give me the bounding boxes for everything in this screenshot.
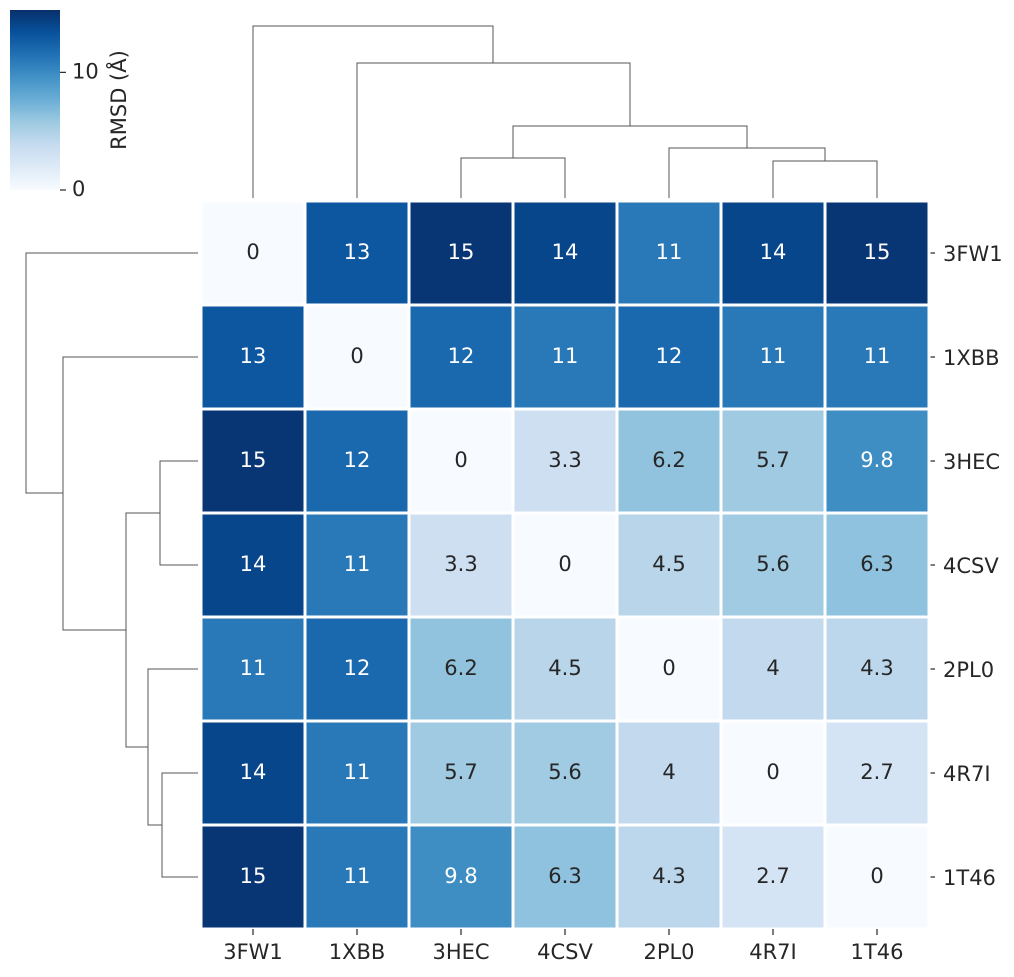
cell-label: 14 — [552, 240, 579, 264]
cell-label: 0 — [350, 344, 363, 368]
cell-label: 15 — [240, 448, 267, 472]
column-label: 4R7I — [749, 940, 797, 964]
cell-label: 4.3 — [652, 864, 685, 888]
cell-label: 11 — [344, 552, 371, 576]
cell-label: 4.5 — [652, 552, 685, 576]
colorbar — [10, 10, 60, 190]
heatmap-cell — [303, 511, 411, 619]
column-label: 3HEC — [432, 940, 489, 964]
heatmap-cell — [303, 615, 411, 723]
cell-label: 0 — [246, 240, 259, 264]
cell-label: 3.3 — [548, 448, 581, 472]
heatmap-cell — [511, 615, 619, 723]
heatmap-cell — [615, 719, 723, 827]
cell-label: 14 — [240, 552, 267, 576]
row-label: 4CSV — [943, 554, 999, 578]
cell-label: 6.2 — [444, 656, 477, 680]
cell-label: 13 — [240, 344, 267, 368]
heatmap-cell — [407, 823, 515, 931]
heatmap-cell — [615, 303, 723, 411]
cell-label: 2.7 — [860, 760, 893, 784]
cell-label: 6.3 — [860, 552, 893, 576]
heatmap-cell — [303, 199, 411, 307]
cell-label: 5.7 — [444, 760, 477, 784]
cell-label: 11 — [240, 656, 267, 680]
cell-label: 2.7 — [756, 864, 789, 888]
heatmap-cell — [303, 407, 411, 515]
cell-label: 14 — [240, 760, 267, 784]
cell-label: 9.8 — [444, 864, 477, 888]
cell-label: 0 — [454, 448, 467, 472]
column-label: 1XBB — [329, 940, 386, 964]
cell-label: 12 — [344, 656, 371, 680]
heatmap-cell — [511, 303, 619, 411]
heatmap-cell — [199, 199, 307, 307]
cell-label: 0 — [766, 760, 779, 784]
cell-label: 12 — [448, 344, 475, 368]
row-label: 4R7I — [943, 762, 991, 786]
cell-label: 4 — [766, 656, 779, 680]
column-label: 4CSV — [537, 940, 593, 964]
cell-label: 5.7 — [756, 448, 789, 472]
cell-label: 12 — [656, 344, 683, 368]
cell-label: 4.3 — [860, 656, 893, 680]
heatmap-cell — [511, 823, 619, 931]
row-label: 1T46 — [943, 866, 996, 890]
cell-label: 5.6 — [756, 552, 789, 576]
heatmap-cell — [823, 511, 931, 619]
heatmap-cell — [823, 407, 931, 515]
cell-label: 12 — [344, 448, 371, 472]
heatmap-cell — [615, 615, 723, 723]
cell-label: 15 — [864, 240, 891, 264]
cell-label: 4.5 — [548, 656, 581, 680]
heatmap-cell — [719, 615, 827, 723]
colorbar-tick-label: 10 — [72, 59, 99, 83]
cell-label: 6.2 — [652, 448, 685, 472]
row-dendrogram — [25, 252, 198, 878]
column-label: 2PL0 — [643, 940, 694, 964]
cell-label: 0 — [662, 656, 675, 680]
row-label: 3FW1 — [943, 242, 1003, 266]
heatmap-cell — [719, 511, 827, 619]
cell-label: 11 — [344, 760, 371, 784]
heatmap-cell — [407, 511, 515, 619]
cell-label: 6.3 — [548, 864, 581, 888]
column-label: 1T46 — [851, 940, 904, 964]
heatmap-cell — [823, 303, 931, 411]
cell-label: 4 — [662, 760, 675, 784]
cell-label: 14 — [760, 240, 787, 264]
heatmap-cell — [615, 823, 723, 931]
cell-label: 11 — [656, 240, 683, 264]
cell-label: 0 — [558, 552, 571, 576]
heatmap-cell — [823, 823, 931, 931]
heatmap-cell — [511, 719, 619, 827]
cell-label: 15 — [448, 240, 475, 264]
cell-label: 11 — [552, 344, 579, 368]
heatmap-cell — [407, 199, 515, 307]
cell-label: 13 — [344, 240, 371, 264]
heatmap-cell — [511, 407, 619, 515]
heatmap-cell — [615, 407, 723, 515]
row-label: 1XBB — [943, 346, 1000, 370]
colorbar-tick-label: 0 — [72, 177, 85, 201]
heatmap-cell — [407, 719, 515, 827]
column-dendrogram — [252, 25, 878, 198]
cell-label: 0 — [870, 864, 883, 888]
heatmap-cell — [199, 407, 307, 515]
cell-label: 5.6 — [548, 760, 581, 784]
colorbar-label: RMSD (Å) — [105, 50, 131, 150]
row-label: 2PL0 — [943, 658, 994, 682]
cell-label: 11 — [344, 864, 371, 888]
heatmap-cell — [407, 303, 515, 411]
column-label: 3FW1 — [223, 940, 283, 964]
row-label: 3HEC — [943, 450, 1000, 474]
heatmap-cell — [823, 199, 931, 307]
cell-label: 15 — [240, 864, 267, 888]
cell-label: 3.3 — [444, 552, 477, 576]
cell-label: 11 — [864, 344, 891, 368]
cell-label: 11 — [760, 344, 787, 368]
heatmap-cell — [719, 407, 827, 515]
cell-label: 9.8 — [860, 448, 893, 472]
